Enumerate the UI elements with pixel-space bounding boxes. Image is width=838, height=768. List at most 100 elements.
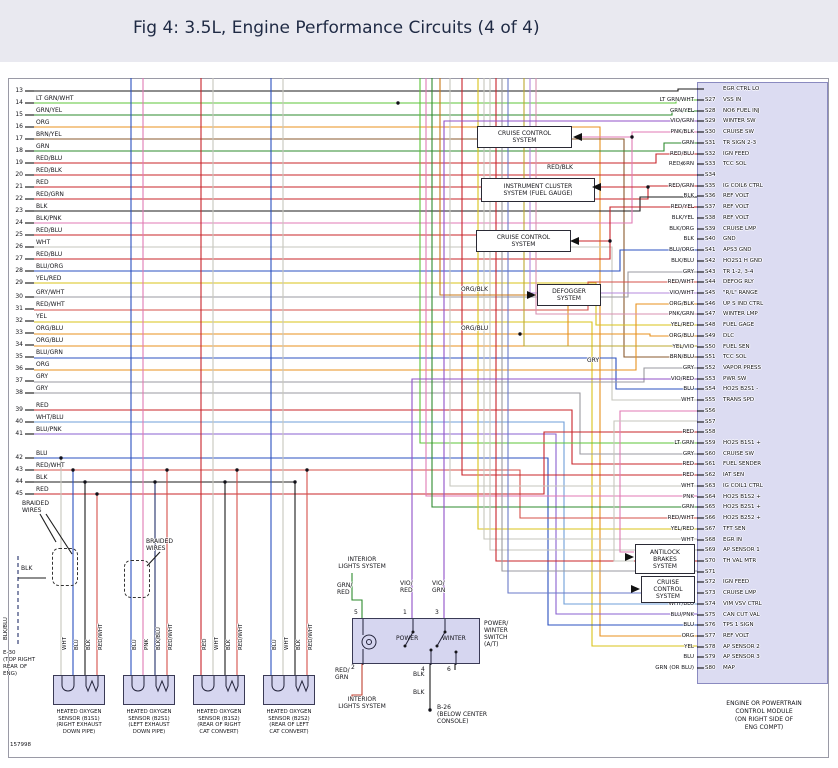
wire-color-label: GRN — [432, 587, 446, 594]
right-pin-label: TCC SOL — [723, 353, 747, 360]
right-pin-color-label: RED/GRN — [668, 182, 694, 189]
system-box-line: BRAKES — [653, 555, 677, 563]
left-pin-number: 21 — [15, 183, 23, 190]
sensor-label: SENSOR (B1S2) — [198, 715, 240, 722]
left-pin-color-label: YEL — [36, 312, 47, 320]
right-pin-number: S65 — [705, 503, 716, 510]
system-box-line: CRUISE CONTROL — [496, 234, 551, 241]
left-pin-number: 36 — [15, 365, 23, 372]
right-pin-label: REF VOLT — [723, 632, 749, 639]
left-pin-color-label: RED — [36, 401, 49, 409]
right-pin-number: S64 — [705, 493, 716, 500]
left-pin-color-label: RED/BLK — [36, 166, 62, 174]
b26-label: CONSOLE) — [437, 718, 469, 725]
sensor-label: SENSOR (B1S1) — [58, 715, 100, 722]
left-pin-color-label: GRN — [36, 142, 50, 150]
sensor-wire-color-label: BLU — [132, 639, 138, 650]
left-pin-color-label: RED/BLU — [36, 154, 63, 162]
left-pin-color-label: BLU/GRN — [36, 348, 63, 356]
right-pin-label: IGN FEED — [723, 150, 750, 157]
system-box-cruise1: CRUISE CONTROL SYSTEM — [477, 126, 572, 148]
right-pin-label: VIM VSV CTRL — [723, 600, 762, 607]
sensor-element-icon — [61, 676, 99, 693]
wire-color-label: 2 — [351, 664, 355, 671]
right-pin-label: MAP — [723, 664, 735, 671]
right-pin-label: NO6 FUEL INJ — [723, 107, 760, 114]
sensor-label: (REAR OF LEFT — [269, 722, 309, 728]
right-pin-color-label: GRN — [681, 139, 694, 146]
right-pin-color-label: VIO/RED — [670, 375, 694, 382]
right-pin-label: APS3 GND — [723, 246, 752, 253]
module-label: CONTROL MODULE — [735, 708, 793, 715]
right-pin-color-label: YEL — [684, 643, 694, 650]
switch-label-label: (A/T) — [484, 641, 499, 648]
right-pin-number: S58 — [705, 428, 716, 435]
left-pin-number: 28 — [15, 267, 23, 274]
left-pin-color-label: GRY/WHT — [36, 288, 65, 296]
right-pin-color-label: GRY — [682, 268, 694, 275]
right-pin-number: S53 — [705, 375, 716, 382]
right-pin-number: S57 — [705, 418, 716, 425]
right-pin-number: S30 — [705, 128, 716, 135]
module-label: ENG COMPT) — [744, 724, 784, 731]
wire-color-label: RED — [337, 589, 350, 596]
right-pin-color-label: RED/WHT — [667, 514, 694, 521]
right-pin-label: HO2S B1S2 + — [723, 493, 761, 500]
right-pin-number: S37 — [705, 203, 716, 210]
right-pin-color-label: YEL/RED — [670, 321, 694, 328]
right-pin-color-label: BLK — [683, 235, 694, 242]
right-pin-color-label: PNK/BLK — [670, 128, 694, 135]
left-pin-number: 31 — [15, 305, 23, 312]
braided-2-label: BRAIDED — [146, 538, 173, 545]
wire-color-label: ORG/BLK — [461, 286, 488, 293]
right-pin-number: S41 — [705, 246, 716, 253]
right-pin-label: VSS IN — [723, 96, 742, 103]
sensor-label: (REAR OF RIGHT — [197, 722, 241, 728]
right-pin-number: S50 — [705, 343, 716, 350]
left-pin-color-label: ORG/BLU — [36, 324, 64, 332]
title-bar: Fig 4: 3.5L, Engine Performance Circuits… — [0, 0, 838, 62]
left-pin-number: 33 — [15, 329, 23, 336]
wire-color-label: BLK — [21, 565, 33, 572]
sensor-label: HEATED OXYGEN — [196, 709, 242, 715]
right-pin-number: S72 — [705, 578, 716, 585]
right-pin-number: S77 — [705, 632, 716, 639]
system-box-line: SYSTEM — [557, 295, 581, 302]
left-pin-color-label: RED/BLU — [36, 250, 63, 258]
right-pin-label: REF VOLT — [723, 214, 749, 221]
right-pin-label: HO2S B252 + — [723, 514, 761, 521]
wire-color-label: ORG/BLU — [461, 325, 489, 332]
right-pin-color-label: RED/WHT — [667, 278, 694, 285]
right-pin-number: S79 — [705, 653, 716, 660]
right-pin-number: S78 — [705, 643, 716, 650]
sensor-wire-color-label: WHT — [214, 637, 220, 650]
right-pin-color-label: GRY — [682, 450, 694, 457]
left-pin-number: 40 — [15, 418, 23, 425]
wire-color-label: GRN — [335, 674, 349, 681]
right-pin-label: FUEL SEN — [723, 343, 750, 350]
sensor-box — [53, 675, 105, 705]
left-pin-color-label: GRN/YEL — [36, 106, 63, 114]
right-pin-color-label: RED — [682, 460, 694, 467]
left-pin-number: 44 — [15, 478, 23, 485]
left-pin-number: 37 — [15, 377, 23, 384]
sensor-label: (RIGHT EXHAUST — [56, 722, 102, 728]
right-pin-number: S70 — [705, 557, 716, 564]
sensor-wire-color-label: RED — [202, 638, 208, 650]
right-pin-label: WINTER LMP — [723, 310, 758, 317]
left-pin-color-label: RED — [36, 485, 49, 493]
right-pin-color-label: BLK/BLU — [671, 257, 694, 264]
sensor-label: DOWN PIPE) — [62, 728, 96, 735]
left-pin-number: 17 — [15, 135, 23, 142]
right-pin-label: IAT SEN — [723, 471, 745, 478]
doc-code: 157998 — [10, 742, 31, 748]
right-pin-label: TR 1-2, 3-4 — [723, 268, 754, 275]
left-pin-number: 24 — [15, 219, 23, 226]
right-pin-number: S34 — [705, 171, 716, 178]
right-pin-number: S28 — [705, 107, 716, 114]
right-pin-color-label: ORG — [681, 632, 694, 639]
right-pin-number: S43 — [705, 268, 716, 275]
right-pin-number: S67 — [705, 525, 716, 532]
right-pin-color-label: GRN (OR BLU) — [655, 664, 694, 671]
